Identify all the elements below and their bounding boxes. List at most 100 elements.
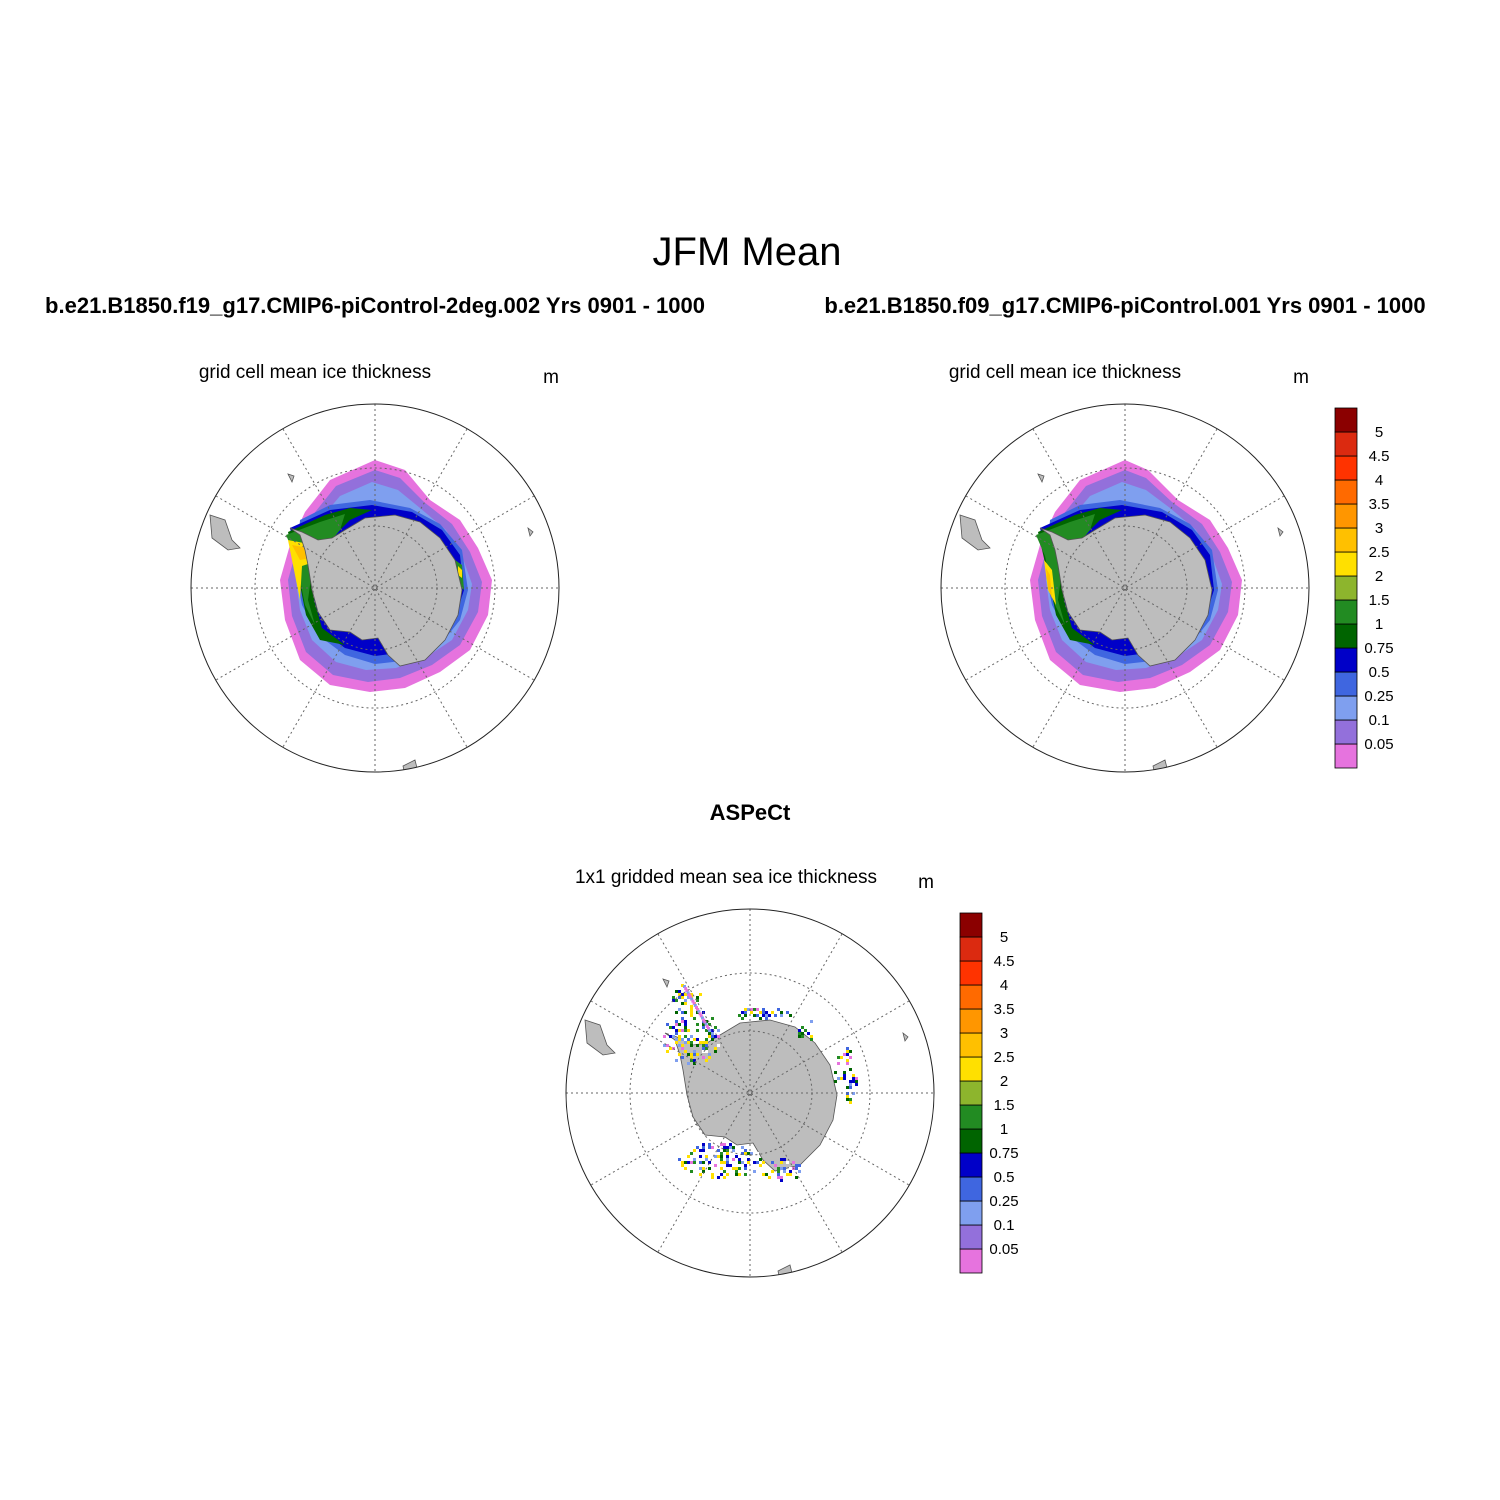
observation-cell xyxy=(701,1016,704,1020)
colorbar-box xyxy=(1334,527,1358,553)
observation-cell xyxy=(780,1161,783,1164)
observation-cell xyxy=(798,1032,801,1035)
graticule xyxy=(191,404,559,772)
observation-cell xyxy=(720,1161,723,1164)
colorbar-label: 4.5 xyxy=(1369,448,1390,465)
observation-cell xyxy=(687,1053,690,1056)
observation-cell xyxy=(702,1149,705,1152)
observation-cell xyxy=(729,1146,732,1149)
observation-cell xyxy=(693,1053,696,1056)
colorbar-label: 1 xyxy=(1000,1121,1008,1138)
observation-cell xyxy=(693,1158,696,1161)
colorbar-label: 0.05 xyxy=(1364,736,1393,753)
observation-cell xyxy=(732,1149,735,1152)
colorbar-top: 0.05 0.1 0.25 0.5 0.75 1 1.5 2 2.5 3 3.5 4 4.5 5 xyxy=(1334,407,1394,769)
colorbar-box xyxy=(959,1032,983,1058)
observation-cell xyxy=(690,1011,693,1014)
observation-cell xyxy=(672,996,675,999)
observation-cell xyxy=(852,1077,855,1080)
panel-title: ASPeCt xyxy=(710,800,791,825)
observation-cell xyxy=(687,1011,690,1014)
observation-cell xyxy=(702,1167,705,1170)
observation-cell xyxy=(678,1038,681,1041)
observation-cell xyxy=(855,1080,858,1083)
observation-cell xyxy=(681,1020,684,1023)
observation-cell xyxy=(678,1044,681,1047)
observation-cell xyxy=(780,1014,783,1017)
observation-cell xyxy=(705,1146,708,1149)
observation-cell xyxy=(717,1035,720,1038)
observation-cell xyxy=(678,1158,681,1161)
observation-cell xyxy=(714,1026,717,1029)
observation-cell xyxy=(768,1014,771,1017)
observation-cell xyxy=(750,1011,753,1014)
observation-cell xyxy=(771,1011,774,1014)
observation-cell xyxy=(672,999,675,1002)
colorbar-box xyxy=(959,984,983,1010)
colorbar-label: 5 xyxy=(1000,929,1008,946)
colorbar-box xyxy=(1334,599,1358,625)
observation-cell xyxy=(747,1158,750,1161)
observation-cell xyxy=(741,1158,744,1161)
observation-cell xyxy=(753,1170,756,1173)
colorbar-box xyxy=(959,1224,983,1250)
colorbar-label: 4 xyxy=(1375,472,1383,489)
colorbar-label: 3.5 xyxy=(994,1001,1015,1018)
observation-cell xyxy=(798,1035,801,1038)
observation-cell xyxy=(783,1167,786,1170)
observation-cell xyxy=(744,1149,747,1152)
observation-cell xyxy=(786,1161,789,1164)
units-string: m xyxy=(918,872,934,893)
colorbar-label: 1 xyxy=(1375,616,1383,633)
observation-cell xyxy=(697,1010,701,1014)
observation-cell xyxy=(699,1161,702,1164)
observation-cell xyxy=(762,1011,765,1014)
observation-cell xyxy=(684,1041,687,1044)
observation-cell xyxy=(849,1068,852,1071)
observation-cell xyxy=(765,1014,768,1017)
observation-cell xyxy=(765,1017,768,1020)
observation-cell xyxy=(690,993,693,996)
observation-cell xyxy=(690,1005,693,1008)
observation-cell xyxy=(756,1152,759,1155)
observation-cell xyxy=(699,1167,702,1170)
observation-cell xyxy=(684,1002,687,1005)
observation-cell xyxy=(738,1161,741,1164)
observation-cell xyxy=(798,1029,801,1032)
observation-cell xyxy=(690,1035,693,1038)
observation-cell xyxy=(777,1170,780,1173)
units-string: m xyxy=(543,367,559,388)
observation-cell xyxy=(756,1158,759,1161)
observation-cell xyxy=(684,993,687,996)
observation-cell xyxy=(702,1056,705,1059)
observation-cell xyxy=(807,1032,810,1035)
observation-cell xyxy=(753,1008,756,1011)
colorbar-box xyxy=(1334,575,1358,601)
observation-cell xyxy=(744,1152,747,1155)
observation-cell xyxy=(717,1155,720,1158)
observation-cell xyxy=(723,1161,726,1164)
observation-cell xyxy=(849,1101,852,1104)
colorbar-box xyxy=(959,1248,983,1274)
observation-cell xyxy=(687,1155,690,1158)
colorbar-bottom: 0.05 0.1 0.25 0.5 0.75 1 1.5 2 2.5 3 3.5 4 4.5 5 xyxy=(959,912,1019,1274)
observation-cell xyxy=(690,1053,693,1056)
observation-cell xyxy=(780,1158,783,1161)
observation-cell xyxy=(795,1176,798,1179)
observation-cell xyxy=(711,1035,714,1038)
observation-cell xyxy=(696,996,699,999)
observation-cell xyxy=(708,1029,712,1033)
observation-cell xyxy=(726,1164,729,1167)
observation-cell xyxy=(666,1023,669,1026)
colorbar-label: 0.1 xyxy=(994,1217,1015,1234)
observation-cell xyxy=(683,985,686,988)
observation-cell xyxy=(795,1167,798,1170)
observation-cell xyxy=(707,1027,710,1030)
observation-cell xyxy=(771,1161,774,1164)
observation-cell xyxy=(684,1029,687,1032)
panel-title: b.e21.B1850.f09_g17.CMIP6-piControl.001 … xyxy=(824,293,1425,318)
observation-cell xyxy=(684,1050,687,1053)
observation-cell xyxy=(687,1038,690,1041)
observation-cell xyxy=(714,1050,717,1053)
observation-cell xyxy=(687,1041,690,1044)
